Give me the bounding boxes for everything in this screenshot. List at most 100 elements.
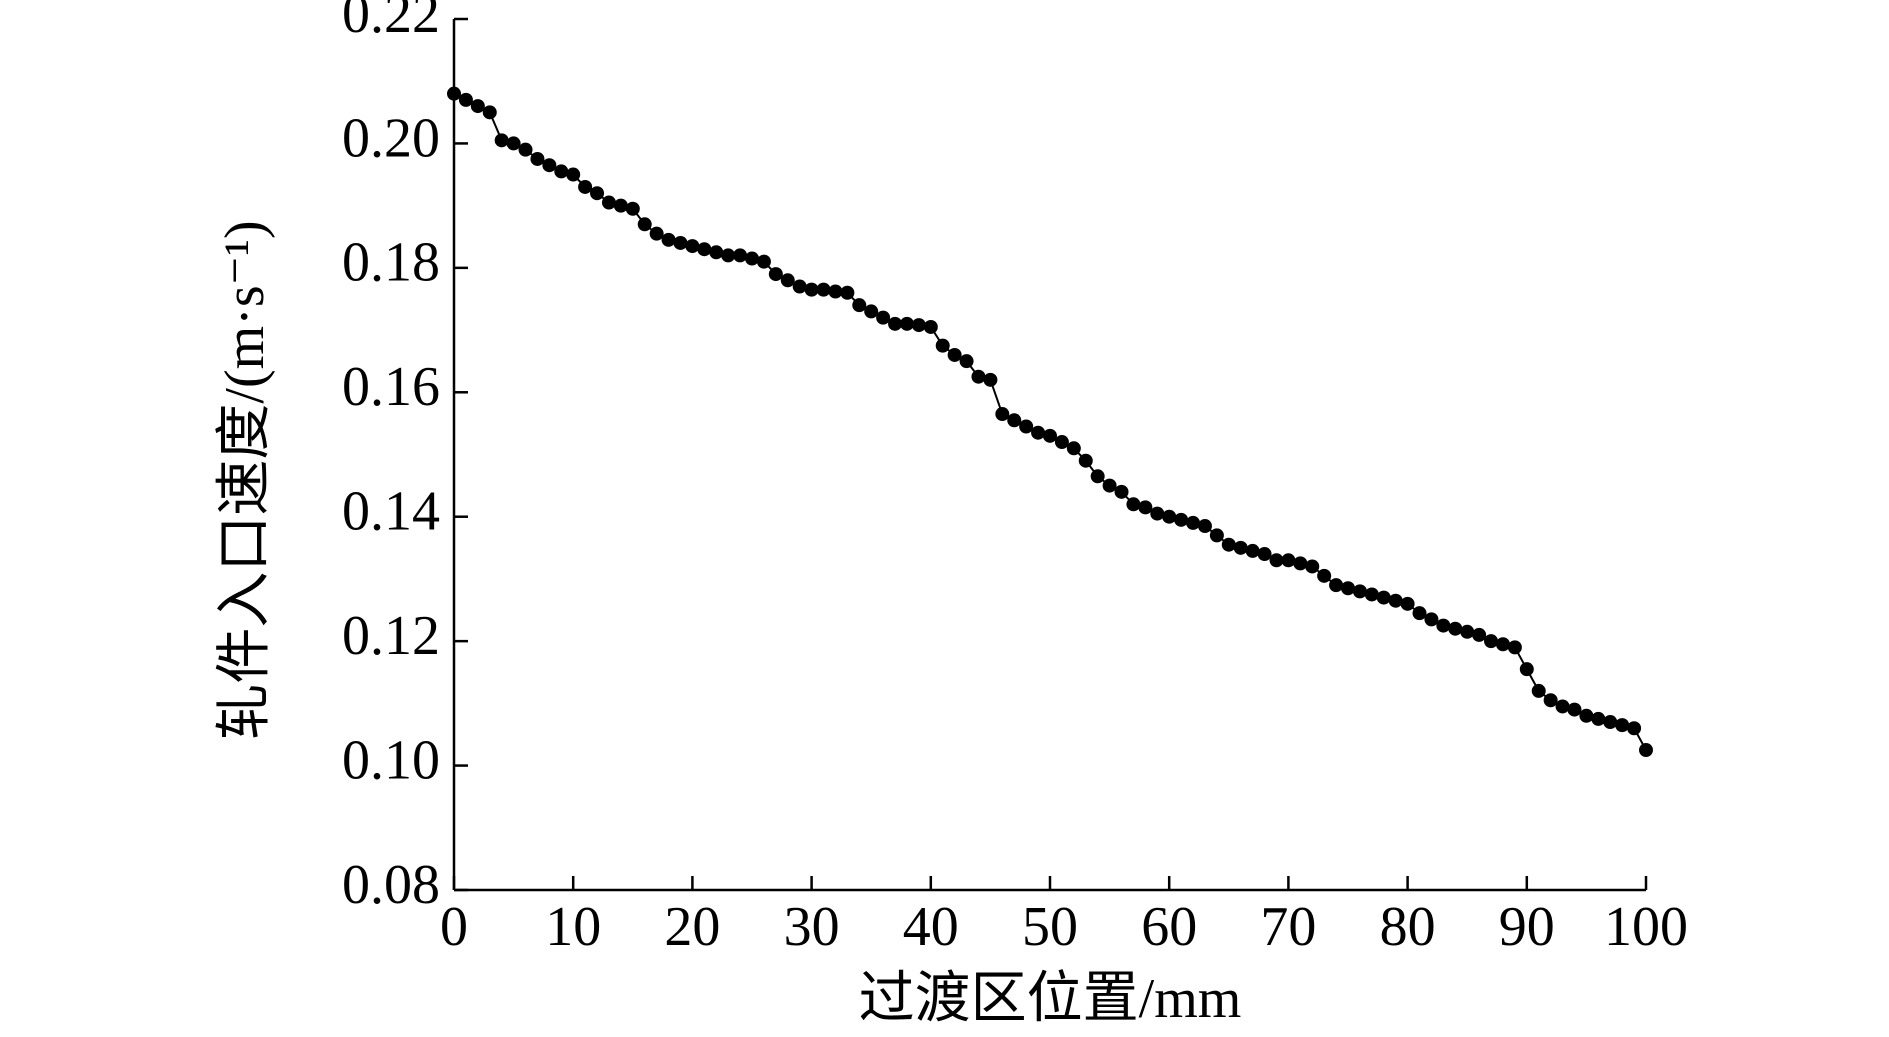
data-point xyxy=(876,310,891,325)
data-point xyxy=(625,201,640,216)
data-point xyxy=(601,195,616,210)
data-line xyxy=(453,92,1647,751)
data-point xyxy=(1603,715,1618,730)
data-point xyxy=(828,284,843,299)
data-point xyxy=(1007,413,1022,428)
x-tick-label: 60 xyxy=(1141,896,1197,958)
data-point xyxy=(947,347,962,362)
data-point xyxy=(983,372,998,387)
data-point xyxy=(685,239,700,254)
data-point xyxy=(1305,559,1320,574)
data-point xyxy=(482,105,497,120)
data-point xyxy=(745,251,759,266)
data-point xyxy=(697,242,712,257)
x-tick-label: 50 xyxy=(1022,896,1078,958)
x-tick-label: 80 xyxy=(1380,896,1436,958)
data-point xyxy=(923,319,938,334)
data-point xyxy=(1579,708,1594,723)
x-tick-label: 10 xyxy=(545,896,601,958)
y-tick-label: 0.22 xyxy=(342,0,440,45)
data-point xyxy=(721,248,736,263)
data-point xyxy=(1376,590,1391,605)
data-point xyxy=(804,282,819,297)
data-point xyxy=(756,254,771,269)
data-point xyxy=(1400,596,1415,611)
data-point xyxy=(1138,500,1153,515)
data-point xyxy=(899,316,914,331)
data-point xyxy=(792,279,807,294)
data-point xyxy=(637,217,652,232)
y-tick-label: 0.12 xyxy=(342,605,440,667)
data-point xyxy=(1269,553,1284,568)
data-point xyxy=(1567,702,1582,717)
x-tick-label: 0 xyxy=(440,896,468,958)
y-tick-label: 0.14 xyxy=(342,481,440,543)
data-point xyxy=(494,133,509,148)
y-tick-label: 0.10 xyxy=(342,729,440,791)
data-point xyxy=(1054,435,1069,450)
data-point xyxy=(1448,621,1463,636)
data-point xyxy=(1162,509,1177,524)
data-point xyxy=(935,338,950,353)
data-point xyxy=(995,407,1010,422)
data-point xyxy=(542,158,557,173)
y-tick-label: 0.08 xyxy=(342,854,440,916)
data-point xyxy=(673,235,688,250)
data-point xyxy=(1114,484,1129,499)
data-point xyxy=(1352,584,1367,599)
data-point xyxy=(1245,543,1260,558)
data-point xyxy=(1615,718,1630,733)
data-point xyxy=(888,316,903,331)
data-point xyxy=(458,92,473,107)
data-point xyxy=(709,245,724,260)
data-point xyxy=(1507,640,1522,655)
data-point xyxy=(1281,553,1296,568)
data-point xyxy=(1591,711,1606,726)
data-point xyxy=(1329,578,1344,593)
data-point xyxy=(768,267,783,282)
y-tick-label: 0.20 xyxy=(342,107,440,169)
data-point xyxy=(1495,637,1510,652)
data-point xyxy=(1043,428,1057,443)
data-point xyxy=(1090,469,1105,484)
data-point xyxy=(1019,419,1034,434)
data-point xyxy=(1186,515,1201,530)
data-point xyxy=(911,318,926,333)
data-point xyxy=(864,304,879,319)
x-tick-label: 100 xyxy=(1604,896,1688,958)
data-point xyxy=(470,99,485,114)
data-point xyxy=(1341,581,1355,596)
data-point xyxy=(1412,606,1427,621)
data-point xyxy=(1066,441,1081,456)
data-point xyxy=(1031,425,1046,440)
data-point xyxy=(518,142,533,157)
data-point xyxy=(780,273,795,288)
x-axis-label: 过渡区位置/mm xyxy=(859,968,1242,1030)
data-point xyxy=(1221,537,1236,552)
data-point xyxy=(1078,453,1093,468)
data-point xyxy=(1317,568,1332,583)
data-point xyxy=(1472,627,1487,642)
x-tick-label: 70 xyxy=(1260,896,1316,958)
data-point xyxy=(1233,540,1248,555)
data-point xyxy=(661,232,676,247)
data-point xyxy=(1484,634,1499,649)
y-tick-label: 0.16 xyxy=(342,356,440,418)
data-point xyxy=(1150,506,1165,521)
data-point xyxy=(1519,662,1534,677)
data-point xyxy=(852,298,867,313)
data-point xyxy=(613,198,628,213)
x-tick-label: 30 xyxy=(784,896,840,958)
data-point xyxy=(649,226,664,241)
data-point xyxy=(447,86,461,101)
data-point xyxy=(1364,587,1379,602)
data-point xyxy=(816,282,831,297)
data-point xyxy=(1543,693,1558,708)
data-point xyxy=(1209,528,1224,543)
x-tick-label: 90 xyxy=(1499,896,1555,958)
data-point xyxy=(578,179,593,194)
data-point xyxy=(1627,721,1642,736)
data-point xyxy=(1388,593,1403,608)
y-axis-label: 轧件入口速度/(m·s⁻¹) xyxy=(214,220,276,739)
